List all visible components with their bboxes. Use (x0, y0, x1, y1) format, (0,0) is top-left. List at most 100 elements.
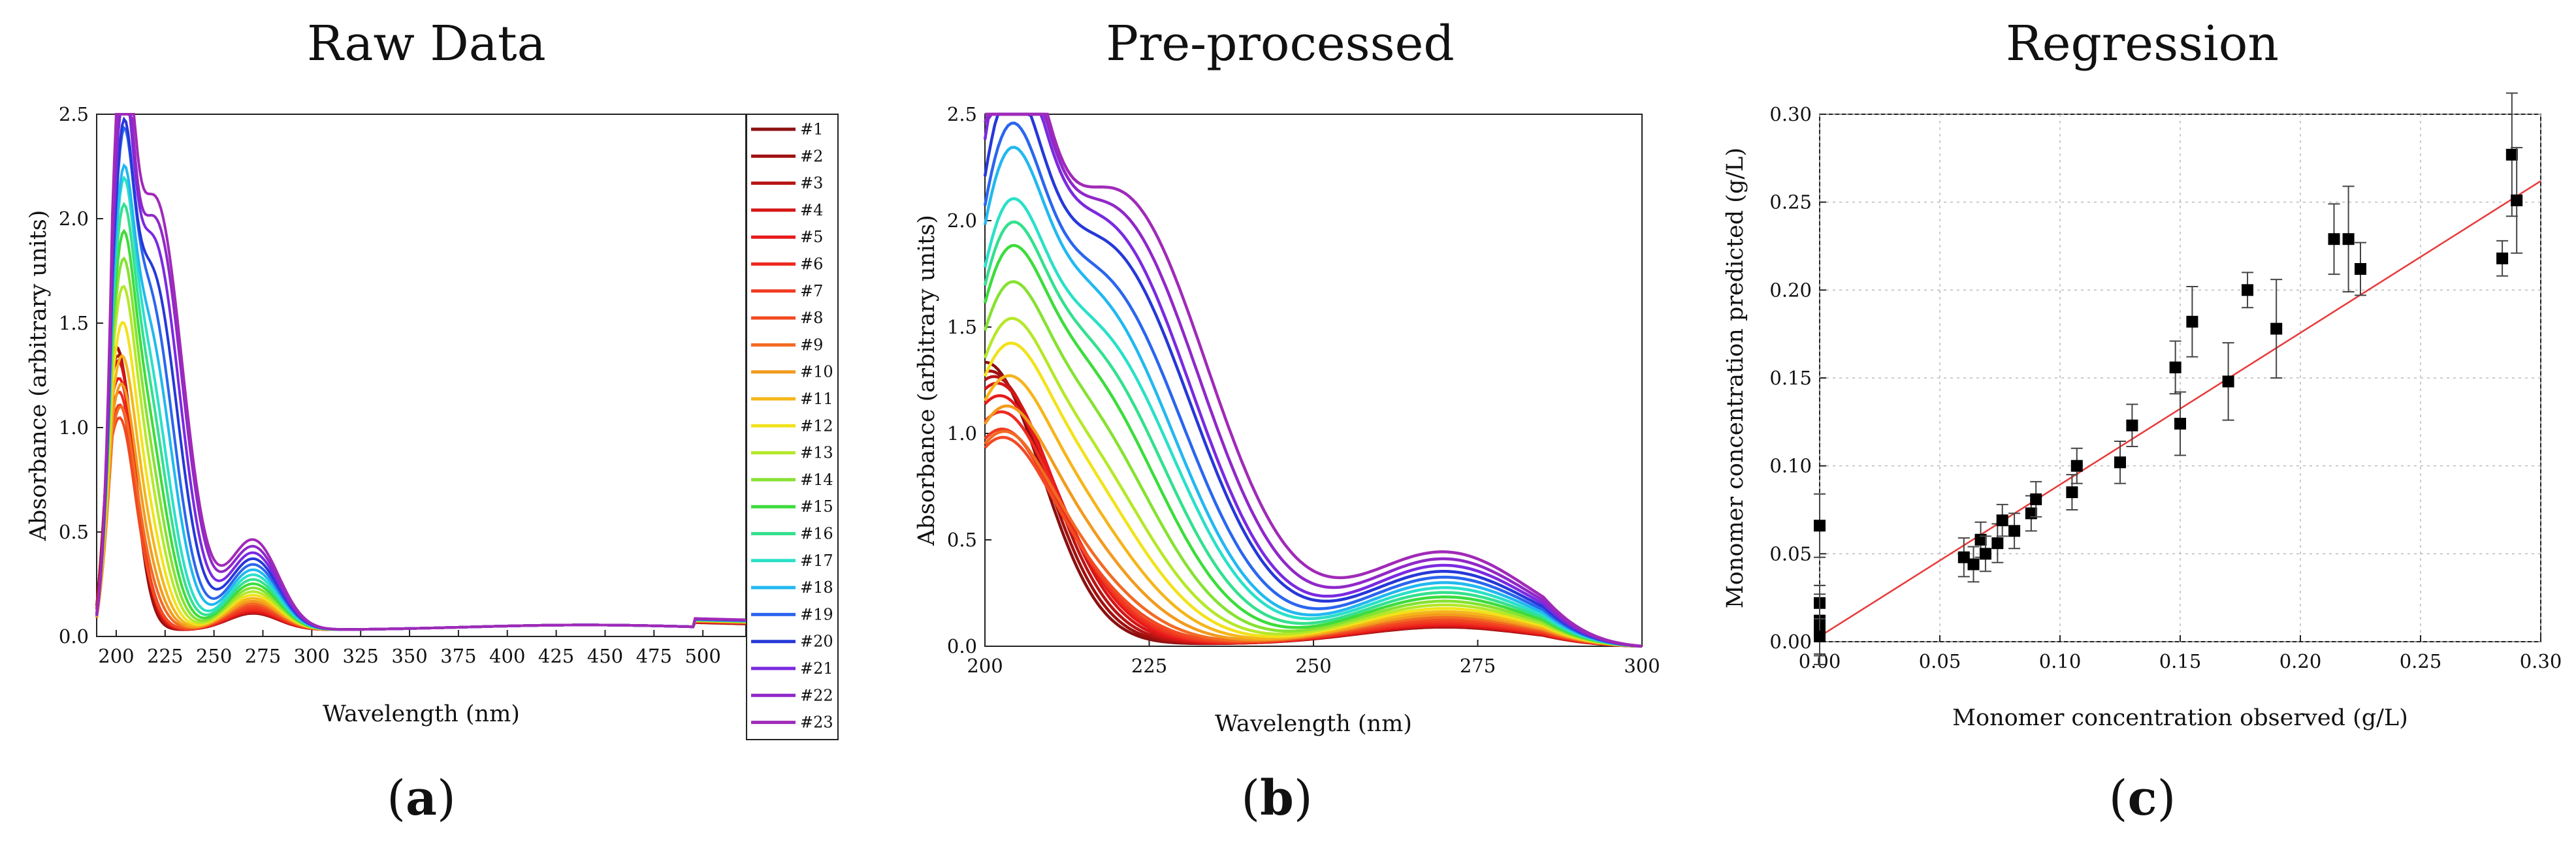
y-tick-label: 1.5 (59, 312, 89, 334)
x-tick-label: 275 (245, 645, 281, 667)
x-tick-label: 250 (1295, 655, 1331, 677)
y-axis-label: Monomer concentration predicted (g/L) (1722, 148, 1748, 608)
y-axis-label: Absorbance (arbitrary units) (25, 210, 52, 542)
x-axis-label: Monomer concentration observed (g/L) (1952, 705, 2408, 731)
data-point (1814, 520, 1826, 532)
series-line-15 (95, 228, 747, 631)
panel-a-tag: (a) (387, 770, 456, 826)
spectrum-line-14 (983, 280, 1643, 648)
y-tick-label: 2.5 (947, 103, 977, 125)
data-point (2186, 315, 2198, 328)
x-tick-label: 325 (343, 645, 379, 667)
spectrum-line-13 (983, 317, 1643, 648)
series-line-20 (95, 116, 746, 631)
spectrum-line-21 (983, 112, 1643, 648)
spectrum-line-22 (983, 112, 1643, 648)
panel-a-title: Raw Data (307, 16, 546, 72)
panel-c-tag: (c) (2108, 770, 2176, 826)
x-tick-label: 0.15 (2159, 650, 2202, 672)
y-tick-label: 0.05 (1769, 542, 1812, 565)
spectrum-line-23 (985, 112, 1643, 648)
x-tick-label: 200 (967, 655, 1003, 677)
legend-label: #5 (800, 228, 823, 246)
legend-label: #23 (800, 713, 833, 732)
chart-pre-processed: 0.0 0.5 1.0 1.5 2.0 2.5 200 225 250 275 300 Wavelen… (914, 103, 1660, 737)
x-tick-label: 450 (587, 645, 623, 667)
data-point (2169, 361, 2182, 373)
spectrum-line-19 (983, 121, 1643, 648)
x-tick-label: 0.10 (2039, 650, 2082, 672)
spectrum-line-20 (983, 112, 1643, 648)
panel-b-tag: (b) (1241, 770, 1313, 826)
spectrum-line-18 (983, 146, 1643, 648)
x-tick-label: 0.20 (2279, 650, 2322, 672)
data-point (2355, 263, 2366, 275)
legend-label: #7 (800, 282, 823, 300)
data-point (2242, 284, 2254, 296)
series-line-11 (95, 353, 746, 631)
legend-label: #9 (800, 336, 823, 354)
spectrum-line-12 (983, 341, 1643, 648)
data-point (1979, 548, 1991, 560)
legend: #1 #2 #3 #4 #5 #6 #7 #8 #9 #10 #11 #12 #13 #14 #15 #16 #… (746, 114, 839, 740)
y-tick-label: 0.15 (1769, 367, 1812, 389)
legend-label: #14 (800, 471, 833, 489)
panel-b-title: Pre-processed (1106, 16, 1455, 72)
series-line-23 (95, 113, 747, 631)
series-line-14 (95, 256, 747, 631)
x-axis-label: Wavelength (nm) (1215, 711, 1412, 737)
x-tick-label: 275 (1460, 655, 1496, 677)
data-point (2008, 525, 2021, 537)
legend-label: #11 (800, 390, 833, 408)
x-tick-label: 225 (1131, 655, 1167, 677)
spectrum-line-17 (983, 196, 1643, 648)
legend-label: #16 (800, 525, 833, 543)
spectrum-line-15 (983, 243, 1643, 648)
y-tick-label: 1.0 (947, 422, 977, 445)
y-tick-label: 2.0 (59, 208, 89, 230)
data-point (2126, 419, 2138, 431)
data-point (2270, 322, 2283, 335)
legend-label: #21 (800, 659, 833, 678)
legend-label: #13 (800, 444, 833, 462)
legend-label: #15 (800, 497, 833, 516)
data-point (1991, 537, 2004, 550)
data-point (2070, 460, 2083, 472)
y-tick-label: 1.0 (59, 416, 89, 439)
series-line-19 (95, 125, 747, 631)
data-point (2511, 194, 2523, 206)
y-tick-label: 0.25 (1769, 191, 1812, 213)
y-tick-label: 0.0 (59, 625, 89, 648)
data-point (2066, 486, 2078, 499)
legend-label: #12 (800, 416, 833, 435)
legend-label: #20 (800, 633, 833, 651)
panel-c-title: Regression (2006, 16, 2279, 72)
y-tick-label: 1.5 (947, 316, 977, 338)
y-tick-label: 2.0 (947, 210, 977, 232)
legend-label: #6 (800, 255, 823, 274)
x-tick-label: 0.25 (2400, 650, 2442, 672)
x-tick-label: 250 (196, 645, 232, 667)
data-point (2174, 418, 2186, 430)
series-line-4 (95, 358, 747, 631)
x-tick-label: 200 (98, 645, 134, 667)
legend-label: #4 (800, 201, 823, 219)
data-point (2342, 233, 2355, 245)
x-tick-label: 350 (391, 645, 427, 667)
legend-label: #1 (800, 120, 823, 138)
x-tick-label: 225 (147, 645, 183, 667)
y-tick-label: 2.5 (59, 103, 89, 125)
legend-label: #22 (800, 686, 833, 704)
data-point (1996, 514, 2008, 527)
x-tick-label: 300 (1624, 655, 1660, 677)
x-tick-label: 0.05 (1919, 650, 1961, 672)
y-tick-label: 0.20 (1769, 279, 1812, 301)
y-tick-label: 0.30 (1769, 103, 1812, 125)
series-line-22 (95, 113, 746, 631)
data-point (1967, 558, 1980, 571)
x-tick-label: 425 (538, 645, 574, 667)
x-axis-label: Wavelength (nm) (323, 701, 520, 727)
data-point (2222, 375, 2234, 388)
legend-label: #17 (800, 552, 833, 570)
